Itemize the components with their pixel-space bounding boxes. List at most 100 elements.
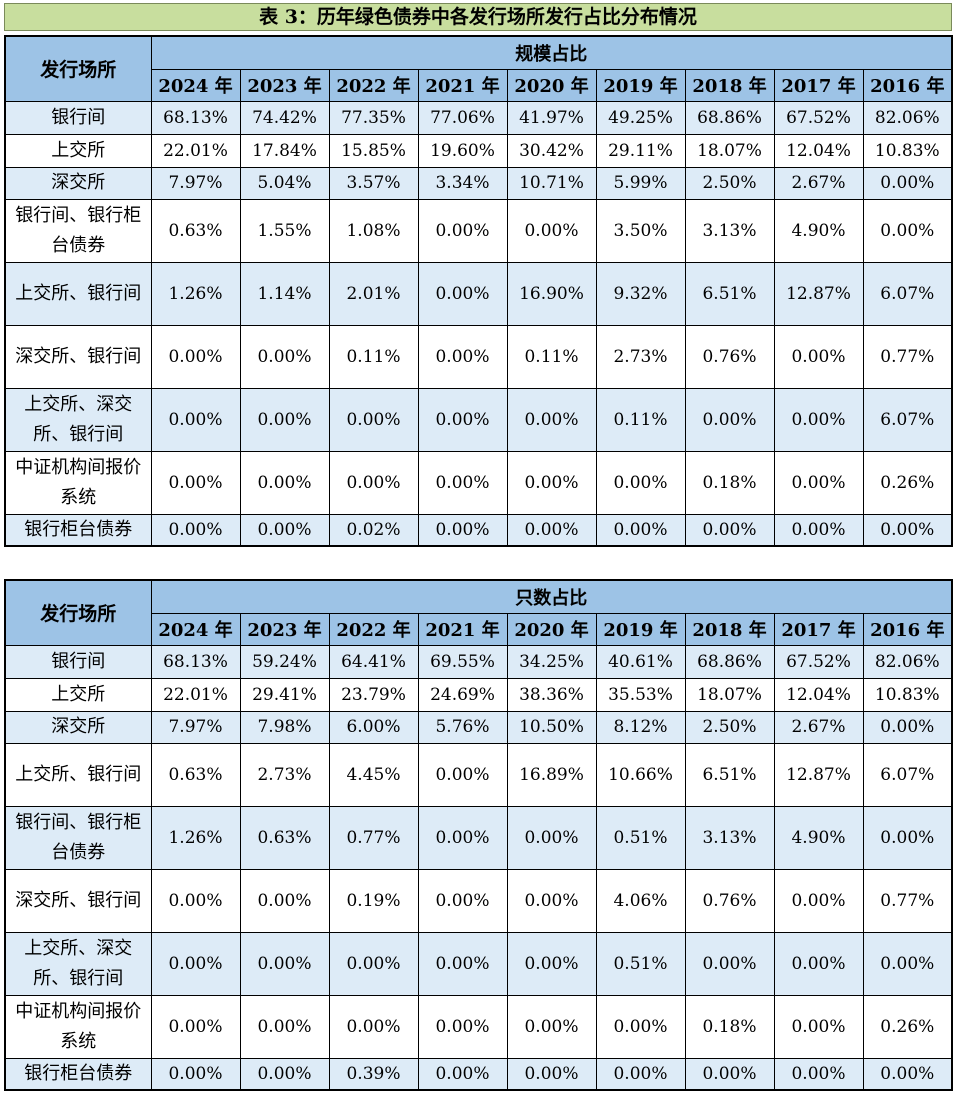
year-header: 2020 年 bbox=[506, 612, 597, 646]
value-cell: 59.24% bbox=[239, 644, 330, 679]
value-cell: 3.13% bbox=[684, 805, 775, 870]
count-share-table: 发行场所 只数占比 2024 年 2023 年 2022 年 2021 年 2020 年… bbox=[4, 579, 954, 1091]
value-cell: 0.00% bbox=[862, 710, 953, 744]
value-cell: 0.11% bbox=[595, 387, 686, 452]
value-cell: 35.53% bbox=[595, 677, 686, 712]
value-cell: 64.41% bbox=[328, 644, 419, 679]
value-cell: 16.89% bbox=[506, 742, 597, 807]
group-header-scale: 规模占比 bbox=[150, 35, 953, 70]
table-row: 上交所 22.01% 29.41% 23.79% 24.69% 38.36% 35.53% 1… bbox=[4, 677, 953, 712]
venue-cell: 银行间 bbox=[4, 100, 152, 135]
value-cell: 0.51% bbox=[595, 805, 686, 870]
value-cell: 0.00% bbox=[684, 387, 775, 452]
scale-share-table: 发行场所 规模占比 2024 年 2023 年 2022 年 2021 年 2020 年… bbox=[4, 35, 954, 547]
venue-cell: 深交所 bbox=[4, 166, 152, 200]
year-header: 2016 年 bbox=[862, 612, 953, 646]
table-title: 表 3：历年绿色债券中各发行场所发行占比分布情况 bbox=[4, 3, 952, 31]
value-cell: 0.00% bbox=[417, 868, 508, 933]
value-cell: 5.76% bbox=[417, 710, 508, 744]
venue-cell: 上交所、银行间 bbox=[4, 742, 152, 807]
value-cell: 1.55% bbox=[239, 198, 330, 263]
value-cell: 2.50% bbox=[684, 166, 775, 200]
table-row: 深交所 7.97% 5.04% 3.57% 3.34% 10.71% 5.99% 2.50% 2… bbox=[4, 166, 953, 200]
value-cell: 68.86% bbox=[684, 644, 775, 679]
value-cell: 0.00% bbox=[862, 1057, 953, 1091]
venue-column-header: 发行场所 bbox=[4, 579, 152, 646]
value-cell: 0.00% bbox=[773, 1057, 864, 1091]
year-header: 2024 年 bbox=[150, 612, 241, 646]
year-header: 2022 年 bbox=[328, 612, 419, 646]
year-header: 2021 年 bbox=[417, 612, 508, 646]
value-cell: 0.00% bbox=[506, 198, 597, 263]
value-cell: 0.00% bbox=[506, 450, 597, 515]
value-cell: 0.00% bbox=[417, 198, 508, 263]
value-cell: 41.97% bbox=[506, 100, 597, 135]
value-cell: 0.00% bbox=[595, 1057, 686, 1091]
value-cell: 4.45% bbox=[328, 742, 419, 807]
value-cell: 0.00% bbox=[773, 513, 864, 547]
table-row: 中证机构间报价系统 0.00% 0.00% 0.00% 0.00% 0.00% 0.00% 0… bbox=[4, 994, 953, 1059]
table-row: 银行间 68.13% 74.42% 77.35% 77.06% 41.97% 49.25% 6… bbox=[4, 100, 953, 135]
value-cell: 0.00% bbox=[150, 868, 241, 933]
value-cell: 6.07% bbox=[862, 387, 953, 452]
value-cell: 0.02% bbox=[328, 513, 419, 547]
value-cell: 77.35% bbox=[328, 100, 419, 135]
value-cell: 2.67% bbox=[773, 166, 864, 200]
venue-column-header: 发行场所 bbox=[4, 35, 152, 102]
value-cell: 17.84% bbox=[239, 133, 330, 168]
value-cell: 1.08% bbox=[328, 198, 419, 263]
value-cell: 0.00% bbox=[506, 513, 597, 547]
venue-cell: 深交所、银行间 bbox=[4, 868, 152, 933]
value-cell: 0.00% bbox=[328, 387, 419, 452]
table-row: 银行间 68.13% 59.24% 64.41% 69.55% 34.25% 40.61% 6… bbox=[4, 644, 953, 679]
year-header: 2020 年 bbox=[506, 68, 597, 102]
value-cell: 0.00% bbox=[239, 868, 330, 933]
value-cell: 82.06% bbox=[862, 644, 953, 679]
value-cell: 0.00% bbox=[239, 387, 330, 452]
value-cell: 0.77% bbox=[328, 805, 419, 870]
value-cell: 22.01% bbox=[150, 677, 241, 712]
value-cell: 3.34% bbox=[417, 166, 508, 200]
table-row: 深交所、银行间 0.00% 0.00% 0.11% 0.00% 0.11% 2.73% 0.7… bbox=[4, 324, 953, 389]
year-header: 2023 年 bbox=[239, 68, 330, 102]
value-cell: 0.00% bbox=[773, 931, 864, 996]
value-cell: 0.00% bbox=[417, 805, 508, 870]
value-cell: 3.13% bbox=[684, 198, 775, 263]
value-cell: 4.06% bbox=[595, 868, 686, 933]
value-cell: 0.11% bbox=[328, 324, 419, 389]
year-header: 2022 年 bbox=[328, 68, 419, 102]
value-cell: 0.00% bbox=[595, 994, 686, 1059]
value-cell: 0.00% bbox=[773, 387, 864, 452]
value-cell: 5.99% bbox=[595, 166, 686, 200]
table-row: 上交所、深交所、银行间 0.00% 0.00% 0.00% 0.00% 0.00% 0.51… bbox=[4, 931, 953, 996]
value-cell: 0.00% bbox=[150, 387, 241, 452]
value-cell: 0.00% bbox=[150, 450, 241, 515]
value-cell: 10.71% bbox=[506, 166, 597, 200]
value-cell: 9.32% bbox=[595, 261, 686, 326]
value-cell: 3.50% bbox=[595, 198, 686, 263]
value-cell: 0.00% bbox=[239, 931, 330, 996]
value-cell: 0.00% bbox=[328, 994, 419, 1059]
year-header: 2019 年 bbox=[595, 68, 686, 102]
value-cell: 0.00% bbox=[417, 742, 508, 807]
value-cell: 10.83% bbox=[862, 133, 953, 168]
value-cell: 0.00% bbox=[595, 513, 686, 547]
venue-cell: 中证机构间报价系统 bbox=[4, 450, 152, 515]
value-cell: 0.77% bbox=[862, 324, 953, 389]
value-cell: 0.00% bbox=[239, 1057, 330, 1091]
venue-cell: 银行柜台债券 bbox=[4, 1057, 152, 1091]
table-row: 银行柜台债券 0.00% 0.00% 0.39% 0.00% 0.00% 0.00% 0.00… bbox=[4, 1057, 953, 1091]
value-cell: 4.90% bbox=[773, 805, 864, 870]
value-cell: 0.00% bbox=[862, 805, 953, 870]
value-cell: 0.00% bbox=[417, 994, 508, 1059]
table-row: 上交所、深交所、银行间 0.00% 0.00% 0.00% 0.00% 0.00% 0.11… bbox=[4, 387, 953, 452]
value-cell: 0.76% bbox=[684, 324, 775, 389]
value-cell: 67.52% bbox=[773, 100, 864, 135]
value-cell: 68.86% bbox=[684, 100, 775, 135]
value-cell: 0.11% bbox=[506, 324, 597, 389]
value-cell: 0.00% bbox=[862, 166, 953, 200]
year-header: 2018 年 bbox=[684, 68, 775, 102]
value-cell: 0.00% bbox=[773, 324, 864, 389]
year-header: 2024 年 bbox=[150, 68, 241, 102]
year-header: 2023 年 bbox=[239, 612, 330, 646]
